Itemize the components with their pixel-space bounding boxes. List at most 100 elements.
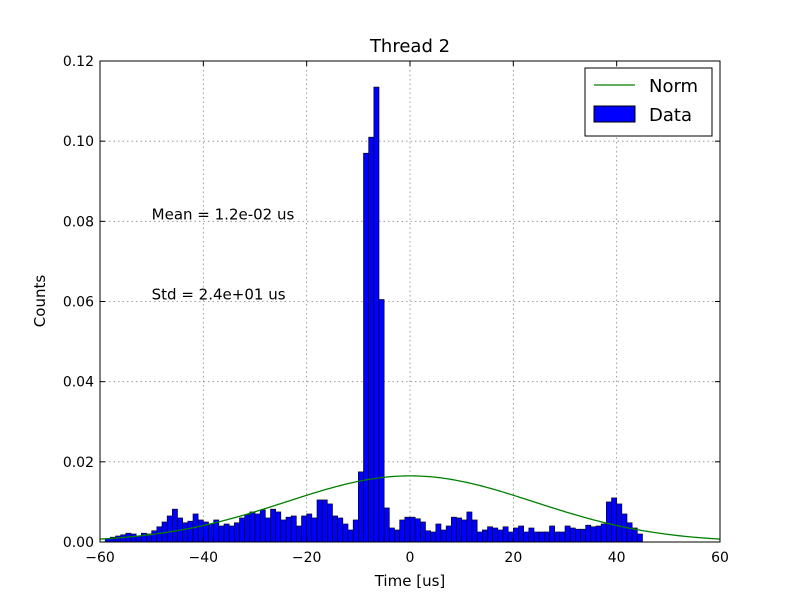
histogram-bar xyxy=(389,527,395,543)
histogram-bar xyxy=(482,529,488,543)
histogram-bar xyxy=(414,518,421,543)
histogram-bar xyxy=(409,516,416,543)
histogram-bar xyxy=(156,526,163,543)
histogram-bar xyxy=(280,519,287,543)
histogram-bar xyxy=(440,529,447,543)
histogram-bar xyxy=(554,531,561,543)
histogram-bar xyxy=(378,299,385,543)
histogram-bar xyxy=(507,531,514,543)
histogram-bar xyxy=(497,529,504,543)
x-tick-label: 40 xyxy=(608,550,626,566)
histogram-bar xyxy=(130,533,137,543)
histogram-bar xyxy=(616,503,623,543)
y-tick-label: 0.00 xyxy=(63,535,94,551)
histogram-bar xyxy=(265,517,271,543)
histogram-bar xyxy=(435,523,442,543)
histogram-bar xyxy=(244,514,251,543)
histogram-bar xyxy=(626,522,633,543)
histogram-bar xyxy=(420,521,426,543)
histogram-bar xyxy=(363,152,369,543)
histogram-bar xyxy=(141,532,147,543)
y-tick-label: 0.10 xyxy=(63,134,94,150)
histogram-bar xyxy=(228,525,235,543)
histogram-bar xyxy=(404,516,411,543)
legend-box xyxy=(584,67,713,137)
histogram-bar xyxy=(559,531,566,543)
y-axis-label: Counts xyxy=(31,275,49,328)
histogram-bar xyxy=(569,527,576,543)
chart-title: Thread 2 xyxy=(369,36,450,57)
histogram-bar xyxy=(223,523,230,543)
histogram-bar xyxy=(564,525,571,543)
histogram-bar xyxy=(270,508,276,543)
histogram-bar xyxy=(528,527,535,543)
histogram-bar xyxy=(208,523,214,543)
histogram-bar xyxy=(471,519,478,543)
histogram-bar xyxy=(358,471,364,543)
histogram-bar xyxy=(445,525,452,543)
histogram-bar xyxy=(337,517,344,543)
histogram-bar xyxy=(606,501,612,543)
histogram-bar xyxy=(316,499,323,543)
y-tick-label: 0.12 xyxy=(63,54,94,70)
histogram-bar xyxy=(533,531,540,543)
x-tick-label: −20 xyxy=(292,550,322,566)
histogram-bar xyxy=(285,516,292,543)
histogram-bar xyxy=(476,531,483,543)
histogram-bar xyxy=(249,511,256,543)
histogram-bar xyxy=(352,519,359,543)
x-tick-label: −40 xyxy=(189,550,219,566)
histogram-bar xyxy=(135,535,142,543)
histogram-bar xyxy=(487,526,493,543)
std-annotation: Std = 2.4e+01 us xyxy=(152,285,286,303)
histogram-bar xyxy=(538,531,545,543)
x-tick-label: 20 xyxy=(504,550,522,566)
histogram-bar xyxy=(368,136,375,543)
histogram-bar xyxy=(296,525,302,543)
histogram-bar xyxy=(342,523,349,543)
histogram-bar xyxy=(321,499,328,543)
x-axis-label: Time [us] xyxy=(374,572,446,590)
grid-lines xyxy=(100,61,720,542)
x-tick-label: −60 xyxy=(85,550,115,566)
x-tick-label: 60 xyxy=(711,550,729,566)
histogram-bar xyxy=(461,519,468,543)
histogram-bar xyxy=(197,519,204,543)
histogram-bar xyxy=(120,534,127,543)
histogram-bar xyxy=(492,527,499,543)
histogram-bar xyxy=(513,527,519,543)
histogram-bar xyxy=(347,529,354,543)
histogram-bar xyxy=(466,511,473,543)
histogram-bar xyxy=(383,507,390,543)
histogram-bar xyxy=(451,516,457,543)
histogram-bar xyxy=(311,517,318,543)
histogram-bar xyxy=(172,508,178,543)
histogram-bar xyxy=(590,526,597,543)
histogram-bar xyxy=(600,523,607,543)
mean-annotation: Mean = 1.2e-02 us xyxy=(152,205,295,223)
histogram-bar xyxy=(580,528,586,543)
histogram-bar xyxy=(234,522,240,543)
histogram-bar xyxy=(327,503,333,543)
histogram-bar xyxy=(182,522,189,543)
y-tick-label: 0.06 xyxy=(63,295,94,311)
histogram-bar xyxy=(425,530,431,543)
histogram-bar xyxy=(332,515,338,543)
histogram-bar xyxy=(275,511,282,543)
axis-ticks: −60 −40 −20 0 20 40 60 0.00 0.02 0.04 0.06 0.08 0.10… xyxy=(63,54,729,566)
histogram-bar xyxy=(585,524,592,543)
histogram-bar xyxy=(254,513,261,543)
histogram-bar xyxy=(518,525,524,543)
histogram-bar xyxy=(290,515,297,543)
histogram-bar xyxy=(575,528,581,543)
legend-norm-label: Norm xyxy=(649,76,698,97)
histogram-bar xyxy=(399,519,406,543)
y-tick-label: 0.02 xyxy=(63,455,94,471)
y-tick-label: 0.04 xyxy=(63,375,94,391)
histogram-bar xyxy=(373,86,380,543)
legend-data-swatch xyxy=(593,105,636,123)
histogram-bar xyxy=(306,513,313,543)
histogram-bar xyxy=(611,497,617,543)
histogram-bar xyxy=(544,531,550,543)
histogram-bar xyxy=(239,517,245,543)
